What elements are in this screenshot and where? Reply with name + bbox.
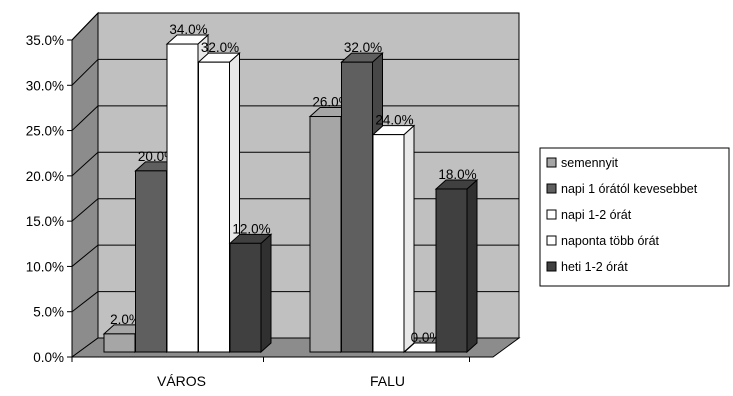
- gridline-side: [71, 244, 99, 267]
- data-label: 32.0%: [201, 40, 239, 55]
- gridline-side: [71, 151, 99, 177]
- bar: [198, 61, 230, 353]
- legend-label: napi 1-2 órát: [561, 208, 632, 222]
- legend-swatch: [546, 157, 557, 168]
- bar: [229, 242, 262, 353]
- y-tick-label: 25.0%: [26, 124, 64, 139]
- y-tick-label: 20.0%: [26, 169, 64, 184]
- data-label: 12.0%: [232, 221, 270, 236]
- gridline-side: [71, 105, 99, 131]
- legend-swatch: [546, 235, 557, 246]
- legend-label: naponta több órát: [561, 234, 660, 248]
- bar: [372, 134, 405, 353]
- legend-label: napi 1 órától kevesebbet: [561, 182, 698, 196]
- legend-label: semennyit: [561, 156, 618, 170]
- bar: [309, 116, 342, 353]
- legend-swatch: [546, 261, 557, 272]
- gridline-side: [71, 12, 99, 41]
- bar-side: [466, 178, 478, 354]
- data-label: 0.0%: [411, 330, 442, 345]
- data-label: 24.0%: [375, 113, 413, 128]
- y-tick-label: 0.0%: [33, 350, 64, 365]
- data-label: 34.0%: [169, 22, 207, 37]
- data-label: 18.0%: [438, 167, 476, 182]
- side-wall: [71, 11, 99, 358]
- bar-side: [403, 124, 415, 354]
- y-tick-label: 15.0%: [26, 214, 64, 229]
- bar: [135, 170, 167, 353]
- category-label: VÁROS: [157, 373, 206, 389]
- data-label: 32.0%: [344, 40, 382, 55]
- bar: [103, 333, 136, 353]
- legend-box: [539, 147, 730, 287]
- category-label: FALU: [370, 373, 405, 389]
- y-tick-label: 5.0%: [33, 305, 64, 320]
- legend-swatch: [546, 209, 557, 220]
- y-tick-label: 10.0%: [26, 259, 64, 274]
- bar: [435, 188, 468, 353]
- y-tick-label: 35.0%: [26, 33, 64, 48]
- gridline-side: [71, 59, 99, 86]
- y-tick-label: 30.0%: [26, 78, 64, 93]
- gridline-side: [71, 291, 99, 313]
- legend-label: heti 1-2 órát: [561, 260, 628, 274]
- gridline-side: [71, 198, 99, 222]
- bar-side: [260, 233, 272, 354]
- bar: [166, 43, 199, 353]
- data-label: 2.0%: [110, 312, 141, 327]
- legend-swatch: [546, 183, 557, 194]
- bar: [341, 61, 373, 353]
